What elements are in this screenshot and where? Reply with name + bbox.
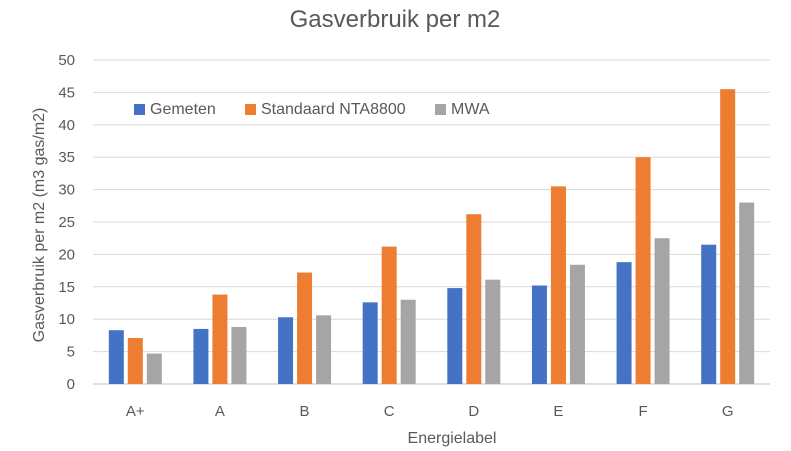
y-tick-labels: 0 5 10 15 20 25 30 35 40 45 50 <box>58 52 75 393</box>
legend-label: Gemeten <box>150 101 216 118</box>
x-axis-label: Energielabel <box>408 430 497 447</box>
bar-mwa-c <box>400 299 416 384</box>
y-axis-label: Gasverbruik per m2 (m3 gas/m2) <box>31 108 48 343</box>
bar-mwa-a <box>231 326 247 384</box>
legend-label: Standaard NTA8800 <box>261 101 406 118</box>
bar-gemeten-b <box>278 317 294 384</box>
y-tick-label: 35 <box>58 149 75 166</box>
x-tick-label: G <box>722 403 734 420</box>
bar-standaard-nta8800-a <box>212 294 228 384</box>
bar-gemeten-f <box>616 262 632 384</box>
y-tick-label: 30 <box>58 182 75 199</box>
bar-gemeten-d <box>447 288 463 384</box>
bar-gemeten-c <box>362 302 378 384</box>
bar-gemeten-g <box>701 244 717 384</box>
bar-mwa-g <box>739 202 755 384</box>
y-tick-label: 40 <box>58 117 75 134</box>
y-tick-label: 5 <box>67 344 75 361</box>
bar-standaard-nta8800-d <box>466 214 482 384</box>
bar-mwa-d <box>485 279 501 384</box>
bar-mwa-f <box>654 238 670 384</box>
x-tick-label: A+ <box>126 403 145 420</box>
legend-label: MWA <box>451 101 490 118</box>
x-tick-label: B <box>300 403 310 420</box>
bar-standaard-nta8800-f <box>635 157 651 384</box>
bars <box>108 89 755 384</box>
chart-title: Gasverbruik per m2 <box>290 6 501 33</box>
x-tick-label: C <box>384 403 395 420</box>
legend-swatch <box>134 104 145 115</box>
y-tick-label: 0 <box>67 376 75 393</box>
bar-gemeten-e <box>531 285 547 384</box>
y-tick-label: 20 <box>58 246 75 263</box>
bar-standaard-nta8800-c <box>381 246 397 384</box>
x-tick-labels: A+ A B C D E F G <box>126 403 734 420</box>
legend: Gemeten Standaard NTA8800 MWA <box>134 101 490 118</box>
y-tick-label: 15 <box>58 279 75 296</box>
legend-swatch <box>435 104 446 115</box>
bar-gemeten-a <box>193 328 209 384</box>
y-tick-label: 50 <box>58 52 75 69</box>
x-tick-label: E <box>553 403 563 420</box>
y-tick-label: 45 <box>58 84 75 101</box>
x-tick-label: F <box>638 403 647 420</box>
bar-standaard-nta8800-g <box>720 89 736 384</box>
legend-swatch <box>245 104 256 115</box>
y-tick-label: 25 <box>58 214 75 231</box>
bar-mwa-e <box>569 264 585 384</box>
x-tick-label: A <box>215 403 225 420</box>
bar-standaard-nta8800-e <box>550 186 566 384</box>
bar-standaard-nta8800-b <box>297 272 313 384</box>
y-tick-label: 10 <box>58 311 75 328</box>
bar-mwa-b <box>316 315 332 384</box>
bar-mwa-aplus <box>146 353 162 384</box>
x-tick-label: D <box>468 403 479 420</box>
bar-standaard-nta8800-aplus <box>127 337 143 384</box>
bar-gemeten-aplus <box>108 330 124 384</box>
